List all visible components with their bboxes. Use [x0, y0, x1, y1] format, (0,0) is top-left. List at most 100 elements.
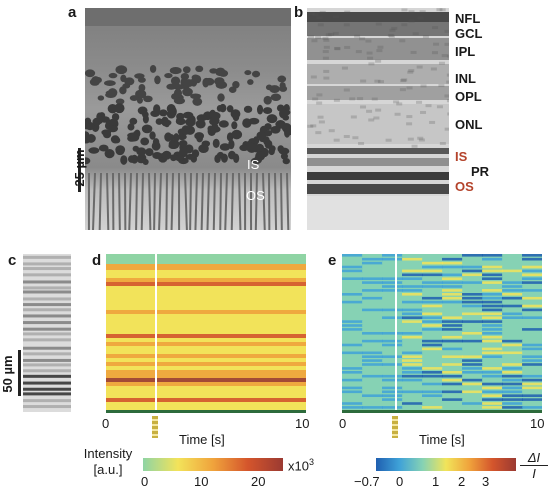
- oct-speckle: [343, 134, 350, 138]
- outer-nucleus: [284, 128, 291, 138]
- heatmap-cell: [502, 335, 523, 339]
- oct-band: [23, 346, 71, 350]
- inner-nucleus: [251, 70, 261, 78]
- heatmap-cell: [442, 273, 463, 277]
- oct-speckle: [396, 102, 403, 106]
- heatmap-cell: [402, 382, 423, 386]
- outer-nucleus: [194, 132, 205, 140]
- heatmap-cell: [402, 332, 423, 335]
- outer-nucleus: [243, 105, 253, 113]
- oct-speckle: [407, 137, 414, 141]
- photoreceptor-rod: [135, 172, 138, 230]
- outer-nucleus: [231, 121, 238, 130]
- heatmap-cell: [462, 257, 483, 261]
- heatmap-cell: [482, 316, 503, 319]
- heatmap-cell: [362, 269, 383, 273]
- oct-speckle: [334, 46, 341, 50]
- heatmap-cell: [342, 277, 363, 280]
- layer-label-os: OS: [455, 179, 474, 194]
- heatmap-cell: [362, 324, 383, 327]
- photoreceptor-rod: [128, 172, 132, 230]
- heatmap-row: [106, 398, 306, 402]
- heatmap-cell: [402, 328, 423, 331]
- heatmap-cell: [362, 359, 383, 362]
- heatmap-cell: [362, 382, 383, 386]
- oct-speckle: [308, 12, 315, 16]
- oct-speckle: [328, 129, 335, 133]
- inner-nucleus: [270, 93, 282, 102]
- panel-e-x-axis: [342, 410, 542, 413]
- heatmap-cell: [522, 335, 542, 339]
- oct-speckle: [333, 98, 340, 102]
- heatmap-cell: [442, 269, 463, 273]
- panel-e-change-heatmap: [342, 254, 542, 410]
- oct-speckle: [408, 10, 415, 14]
- photoreceptor-rod: [212, 172, 216, 230]
- heatmap-cell: [522, 269, 542, 273]
- photoreceptor-rod: [262, 172, 266, 230]
- outer-nucleus: [279, 108, 288, 119]
- oct-speckle: [400, 79, 407, 83]
- heatmap-row: [106, 406, 306, 410]
- oct-speckle: [328, 32, 335, 36]
- heatmap-cell: [362, 402, 383, 405]
- photoreceptor-rod: [98, 172, 102, 230]
- outer-nucleus: [230, 109, 241, 119]
- panel-e-cbar-tick-3: 3: [482, 474, 490, 489]
- oct-band: [307, 12, 449, 22]
- oct-speckle: [343, 88, 350, 92]
- heatmap-cell: [422, 371, 443, 374]
- oct-speckle: [430, 67, 437, 71]
- heatmap-cell: [402, 374, 423, 378]
- heatmap-cell: [362, 363, 383, 366]
- inner-nucleus: [85, 69, 96, 78]
- heatmap-cell: [342, 363, 363, 366]
- heatmap-cell: [342, 374, 363, 378]
- heatmap-cell: [482, 273, 503, 277]
- heatmap-cell: [402, 343, 423, 347]
- panel-d-xtick-0: 0: [102, 416, 110, 431]
- heatmap-cell: [382, 386, 403, 390]
- heatmap-cell: [362, 293, 383, 296]
- heatmap-cell: [422, 398, 443, 401]
- oct-speckle: [406, 86, 413, 90]
- oct-band: [23, 314, 71, 318]
- heatmap-cell: [422, 257, 443, 261]
- heatmap-cell: [462, 343, 483, 347]
- heatmap-cell: [402, 363, 423, 366]
- oct-speckle: [401, 78, 408, 82]
- heatmap-cell: [422, 296, 443, 300]
- heatmap-cell: [402, 339, 423, 343]
- oct-band: [307, 196, 449, 230]
- oct-speckle: [360, 79, 367, 83]
- heatmap-cell: [502, 285, 523, 288]
- oct-band: [307, 172, 449, 180]
- oct-band: [23, 374, 71, 378]
- inner-nucleus: [143, 95, 153, 103]
- heatmap-cell: [402, 281, 423, 284]
- heatmap-cell: [382, 406, 403, 409]
- heatmap-cell: [482, 332, 503, 335]
- oct-speckle: [438, 61, 445, 65]
- oct-speckle: [433, 42, 440, 46]
- heatmap-row: [106, 374, 306, 378]
- oct-speckle: [407, 70, 414, 74]
- outer-nucleus: [107, 103, 118, 114]
- heatmap-cell: [382, 293, 403, 296]
- heatmap-cell: [362, 335, 383, 339]
- heatmap-cell: [462, 382, 483, 386]
- panel-c-oct-image: [23, 254, 71, 412]
- panel-e-xtick-0: 0: [339, 416, 347, 431]
- heatmap-cell: [342, 289, 363, 292]
- outer-nucleus: [153, 104, 161, 114]
- inner-nucleus: [192, 97, 203, 106]
- heatmap-cell: [442, 339, 463, 343]
- heatmap-cell: [422, 328, 443, 331]
- inner-nucleus: [115, 98, 125, 105]
- heatmap-cell: [382, 355, 403, 358]
- heatmap-cell: [422, 308, 443, 312]
- heatmap-cell: [342, 378, 363, 382]
- panel-e-colorbar-unit: ΔI I: [520, 450, 548, 481]
- outer-nucleus: [159, 109, 168, 117]
- cbar-multiplier-exp: 3: [308, 457, 314, 467]
